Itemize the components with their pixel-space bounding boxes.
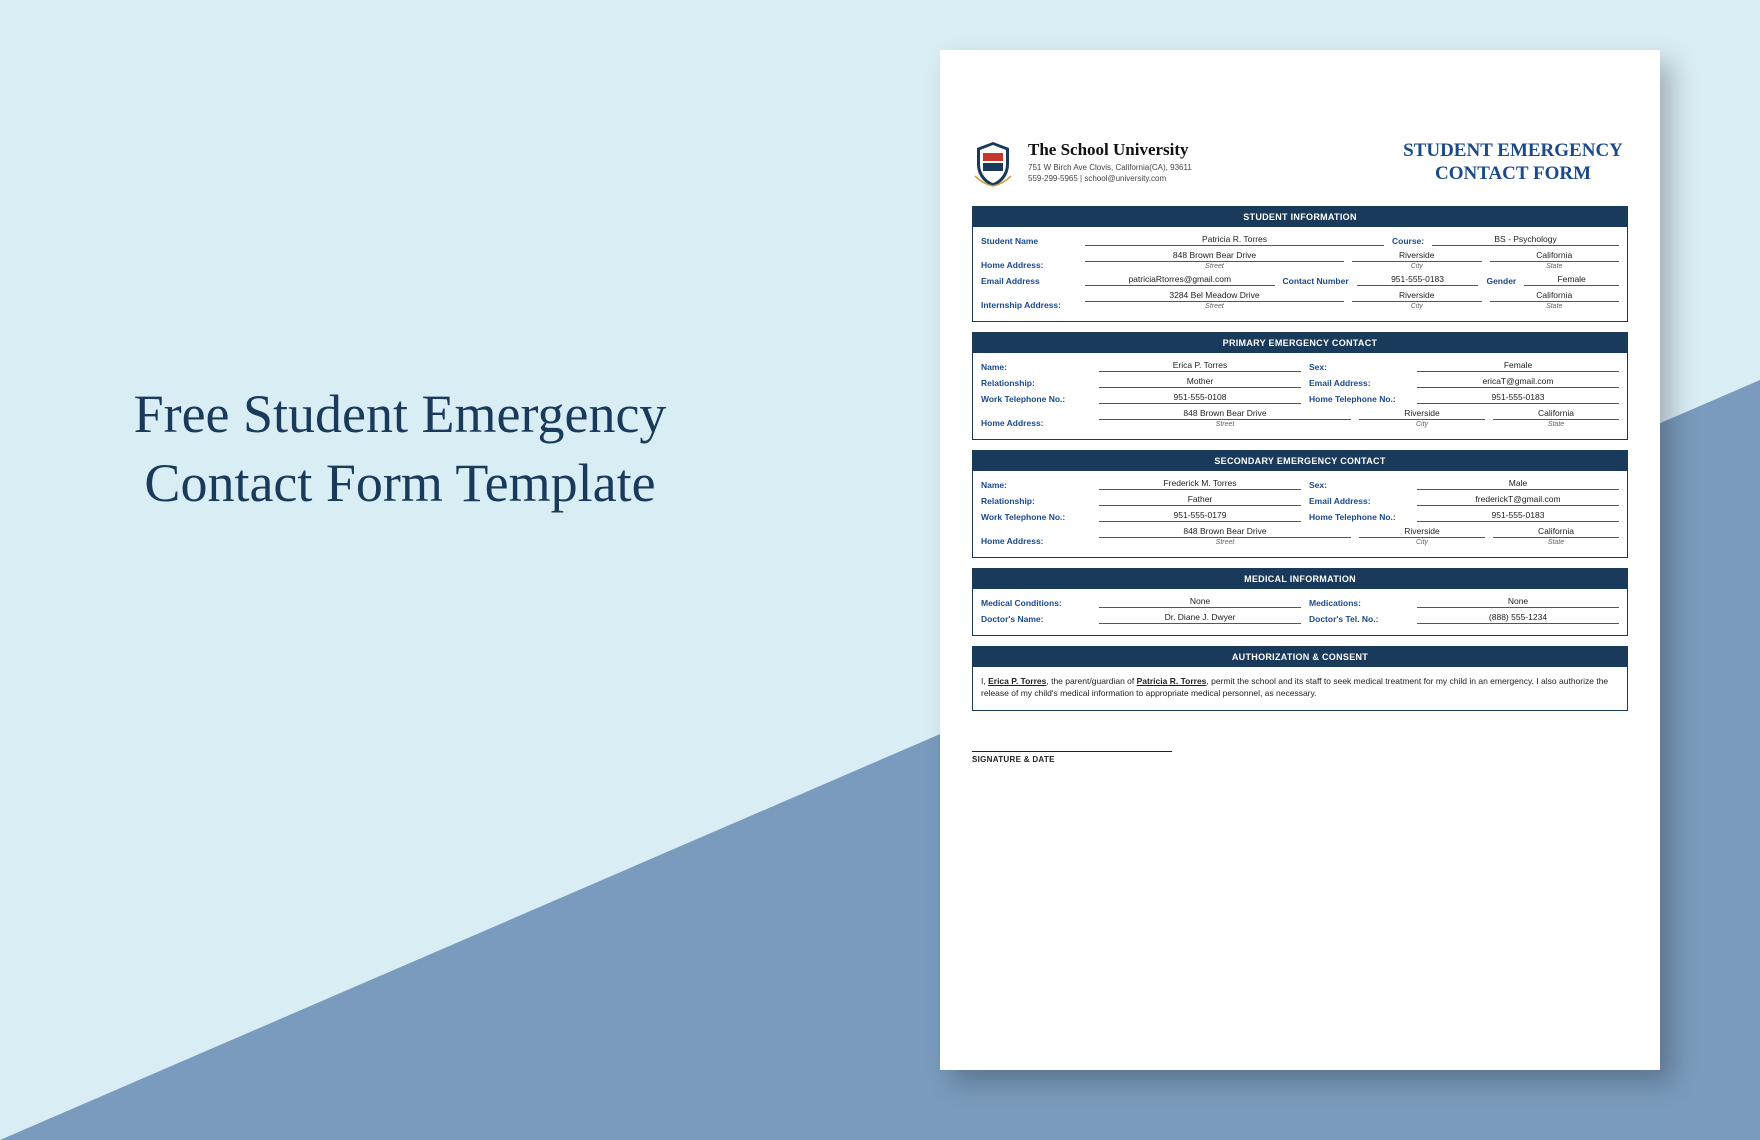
value-secondary-hometel: 951-555-0183	[1417, 509, 1619, 522]
sublabel-state: State	[1490, 263, 1620, 270]
label-relationship: Relationship:	[981, 378, 1091, 388]
section-medical-info: MEDICAL INFORMATION Medical Conditions: …	[972, 568, 1628, 636]
school-name: The School University	[1028, 140, 1384, 160]
value-gender: Female	[1524, 273, 1619, 286]
sublabel-state: State	[1493, 421, 1619, 428]
value-primary-rel: Mother	[1099, 375, 1301, 388]
consent-student: Patricia R. Torres	[1137, 676, 1207, 686]
section-student-info: STUDENT INFORMATION Student Name Patrici…	[972, 206, 1628, 322]
document-page: The School University 751 W Birch Ave Cl…	[940, 50, 1660, 1070]
sublabel-street: Street	[1085, 263, 1344, 270]
value-primary-state: California	[1493, 407, 1619, 420]
value-intern-state: California	[1490, 289, 1620, 302]
label-worktel: Work Telephone No.:	[981, 512, 1091, 522]
consent-mid: , the parent/guardian of	[1046, 676, 1136, 686]
value-medications: None	[1417, 595, 1619, 608]
label-medications: Medications:	[1309, 598, 1409, 608]
value-primary-sex: Female	[1417, 359, 1619, 372]
label-doctor-tel: Doctor's Tel. No.:	[1309, 614, 1409, 624]
value-state: California	[1490, 249, 1620, 262]
value-primary-city: Riverside	[1359, 407, 1485, 420]
section-header: STUDENT INFORMATION	[973, 207, 1627, 227]
value-primary-worktel: 951-555-0108	[1099, 391, 1301, 404]
sublabel-state: State	[1493, 539, 1619, 546]
form-title-line1: STUDENT EMERGENCY	[1398, 140, 1628, 163]
school-info: The School University 751 W Birch Ave Cl…	[1028, 140, 1384, 184]
value-email: patriciaRtorres@gmail.com	[1085, 273, 1275, 286]
consent-guardian: Erica P. Torres	[988, 676, 1046, 686]
label-home-address: Home Address:	[981, 418, 1091, 428]
section-secondary-contact: SECONDARY EMERGENCY CONTACT Name: Freder…	[972, 450, 1628, 558]
label-email: Email Address:	[1309, 378, 1409, 388]
label-worktel: Work Telephone No.:	[981, 394, 1091, 404]
school-address: 751 W Birch Ave Clovis, California(CA), …	[1028, 162, 1384, 173]
value-intern-street: 3284 Bel Meadow Drive	[1085, 289, 1344, 302]
label-email: Email Address	[981, 276, 1077, 286]
label-hometel: Home Telephone No.:	[1309, 512, 1409, 522]
school-contact: 559-299-5965 | school@university.com	[1028, 173, 1384, 184]
value-primary-name: Erica P. Torres	[1099, 359, 1301, 372]
label-gender: Gender	[1486, 276, 1516, 286]
document-header: The School University 751 W Birch Ave Cl…	[972, 140, 1628, 188]
label-course: Course:	[1392, 236, 1424, 246]
value-primary-email: ericaT@gmail.com	[1417, 375, 1619, 388]
label-contact-number: Contact Number	[1283, 276, 1349, 286]
sublabel-city: City	[1359, 421, 1485, 428]
sublabel-street: Street	[1099, 421, 1351, 428]
value-secondary-state: California	[1493, 525, 1619, 538]
label-hometel: Home Telephone No.:	[1309, 394, 1409, 404]
value-secondary-city: Riverside	[1359, 525, 1485, 538]
value-conditions: None	[1099, 595, 1301, 608]
sublabel-city: City	[1352, 263, 1482, 270]
value-secondary-email: frederickT@gmail.com	[1417, 493, 1619, 506]
section-authorization: AUTHORIZATION & CONSENT I, Erica P. Torr…	[972, 646, 1628, 711]
value-contact-number: 951-555-0183	[1357, 273, 1479, 286]
label-conditions: Medical Conditions:	[981, 598, 1091, 608]
section-primary-contact: PRIMARY EMERGENCY CONTACT Name: Erica P.…	[972, 332, 1628, 440]
value-primary-hometel: 951-555-0183	[1417, 391, 1619, 404]
sublabel-state: State	[1490, 303, 1620, 310]
value-student-name: Patricia R. Torres	[1085, 233, 1384, 246]
form-title: STUDENT EMERGENCY CONTACT FORM	[1398, 140, 1628, 186]
label-sex: Sex:	[1309, 362, 1409, 372]
value-course: BS - Psychology	[1432, 233, 1619, 246]
value-secondary-sex: Male	[1417, 477, 1619, 490]
signature-label: SIGNATURE & DATE	[972, 755, 1628, 764]
value-primary-street: 848 Brown Bear Drive	[1099, 407, 1351, 420]
label-name: Name:	[981, 480, 1091, 490]
value-doctor: Dr. Diane J. Dwyer	[1099, 611, 1301, 624]
sublabel-city: City	[1359, 539, 1485, 546]
label-doctor: Doctor's Name:	[981, 614, 1091, 624]
label-home-address: Home Address:	[981, 536, 1091, 546]
value-doctor-tel: (888) 555-1234	[1417, 611, 1619, 624]
signature-line	[972, 751, 1172, 752]
value-secondary-rel: Father	[1099, 493, 1301, 506]
promo-headline: Free Student Emergency Contact Form Temp…	[120, 380, 680, 518]
school-crest-icon	[972, 140, 1014, 188]
form-title-line2: CONTACT FORM	[1398, 163, 1628, 186]
section-header: PRIMARY EMERGENCY CONTACT	[973, 333, 1627, 353]
value-secondary-worktel: 951-555-0179	[1099, 509, 1301, 522]
label-name: Name:	[981, 362, 1091, 372]
label-email: Email Address:	[1309, 496, 1409, 506]
sublabel-city: City	[1352, 303, 1482, 310]
section-header: MEDICAL INFORMATION	[973, 569, 1627, 589]
value-secondary-street: 848 Brown Bear Drive	[1099, 525, 1351, 538]
value-intern-city: Riverside	[1352, 289, 1482, 302]
section-header: SECONDARY EMERGENCY CONTACT	[973, 451, 1627, 471]
label-sex: Sex:	[1309, 480, 1409, 490]
sublabel-street: Street	[1099, 539, 1351, 546]
value-city: Riverside	[1352, 249, 1482, 262]
label-home-address: Home Address:	[981, 260, 1077, 270]
section-header: AUTHORIZATION & CONSENT	[973, 647, 1627, 667]
label-student-name: Student Name	[981, 236, 1077, 246]
sublabel-street: Street	[1085, 303, 1344, 310]
value-secondary-name: Frederick M. Torres	[1099, 477, 1301, 490]
label-intern-address: Internship Address:	[981, 300, 1077, 310]
value-street: 848 Brown Bear Drive	[1085, 249, 1344, 262]
consent-text: I, Erica P. Torres, the parent/guardian …	[981, 673, 1619, 702]
label-relationship: Relationship:	[981, 496, 1091, 506]
